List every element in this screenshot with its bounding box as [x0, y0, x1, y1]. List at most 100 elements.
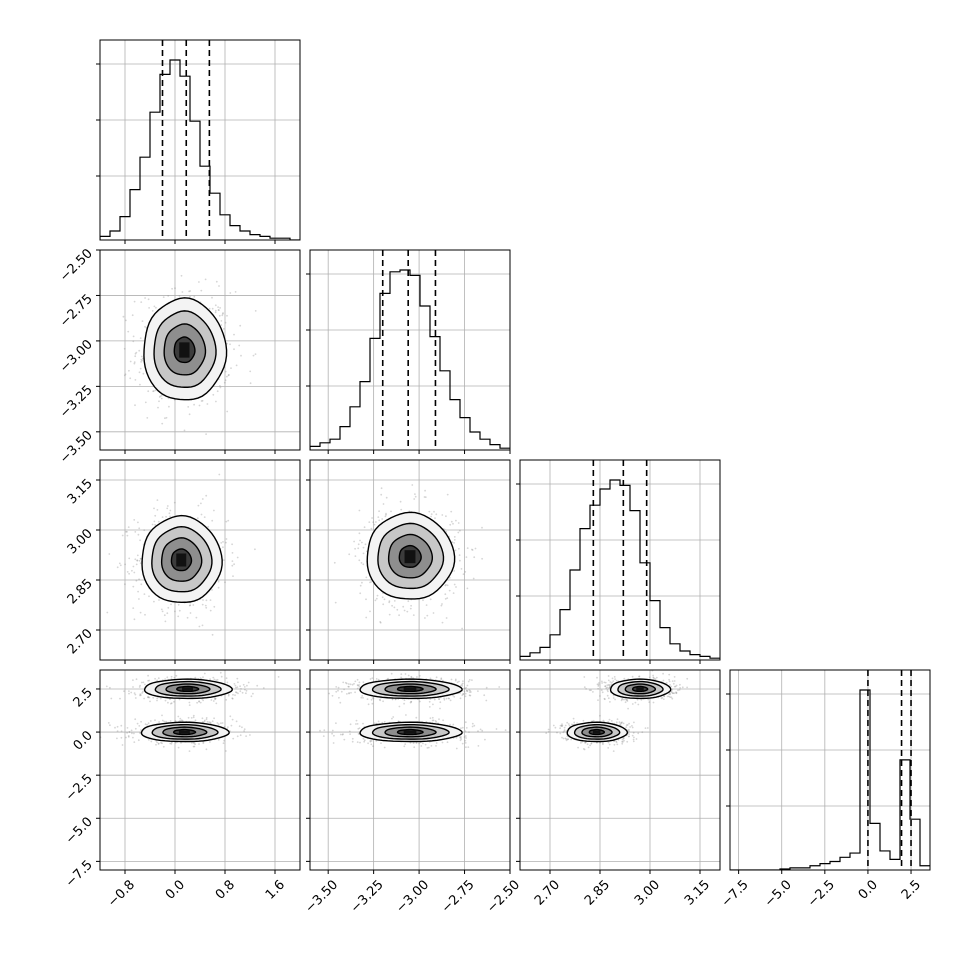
- sample-point: [224, 321, 227, 324]
- sample-point: [205, 718, 208, 721]
- sample-point: [230, 367, 232, 369]
- sample-point: [377, 720, 380, 723]
- sample-point: [671, 697, 674, 700]
- sample-point: [177, 603, 180, 606]
- sample-point: [371, 517, 373, 519]
- sample-point: [337, 689, 339, 692]
- sample-point: [167, 295, 170, 297]
- sample-point: [404, 673, 407, 675]
- sample-point: [453, 539, 456, 541]
- sample-point: [673, 685, 676, 688]
- tick-label: −3.00: [393, 877, 432, 916]
- sample-point: [178, 698, 181, 701]
- sample-point: [430, 513, 433, 515]
- sample-point: [477, 730, 479, 732]
- sample-point: [194, 743, 196, 746]
- sample-point: [222, 742, 225, 745]
- panel-frame: [309, 459, 511, 661]
- sample-point: [198, 743, 200, 745]
- sample-point: [443, 697, 445, 700]
- sample-point: [207, 525, 210, 528]
- sample-point: [262, 687, 265, 689]
- sample-point: [141, 692, 143, 694]
- tick-label: 2.85: [65, 576, 96, 607]
- sample-point: [254, 548, 256, 551]
- tick-label: −3.00: [57, 337, 96, 376]
- sample-point: [434, 517, 436, 520]
- sample-point: [227, 726, 229, 728]
- sample-point: [430, 745, 433, 747]
- sample-point: [226, 342, 228, 345]
- sample-point: [231, 697, 234, 700]
- sample-point: [356, 687, 359, 690]
- sample-point: [143, 593, 146, 595]
- sample-point: [377, 516, 380, 518]
- sample-point: [235, 691, 237, 694]
- sample-point: [447, 697, 450, 700]
- sample-point: [483, 694, 486, 697]
- sample-point: [157, 743, 160, 745]
- sample-point: [116, 725, 119, 728]
- sample-point: [152, 696, 155, 699]
- sample-point: [225, 541, 227, 544]
- sample-point: [123, 690, 125, 693]
- sample-point: [464, 739, 467, 742]
- sample-point: [203, 719, 206, 722]
- sample-point: [133, 361, 136, 363]
- sample-point: [449, 699, 452, 702]
- sample-point: [215, 280, 218, 283]
- sample-point: [249, 370, 252, 373]
- sample-point: [461, 682, 464, 685]
- sample-point: [227, 693, 230, 696]
- sample-point: [471, 549, 474, 551]
- sample-point: [373, 722, 376, 725]
- sample-point: [238, 725, 241, 728]
- sample-point: [362, 697, 364, 699]
- sample-point: [358, 532, 361, 535]
- sample-point: [461, 694, 464, 696]
- tick-label: −5.0: [63, 814, 96, 847]
- sample-point: [134, 531, 137, 533]
- sample-point: [250, 695, 253, 698]
- sample-point: [608, 684, 611, 687]
- sample-point: [121, 534, 124, 537]
- sample-point: [138, 578, 140, 581]
- sample-point: [400, 673, 403, 676]
- sample-point: [133, 618, 136, 621]
- sample-point: [166, 612, 169, 615]
- sample-point: [675, 684, 678, 687]
- sample-point: [137, 739, 140, 742]
- sample-point: [200, 502, 202, 505]
- sample-point: [133, 741, 136, 743]
- sample-point: [133, 362, 136, 365]
- sample-point: [132, 736, 134, 739]
- sample-point: [106, 611, 109, 614]
- sample-point: [146, 417, 149, 419]
- sample-point: [188, 704, 191, 706]
- sample-point: [133, 692, 136, 694]
- sample-point: [351, 737, 354, 740]
- sample-point: [344, 681, 347, 684]
- sample-point: [422, 742, 424, 745]
- sample-point: [156, 679, 158, 682]
- sample-point: [427, 746, 430, 749]
- sample-point: [220, 722, 222, 725]
- sample-point: [349, 683, 352, 686]
- sample-point: [173, 676, 176, 679]
- sample-point: [229, 343, 231, 346]
- sample-point: [370, 527, 373, 530]
- sample-point: [147, 696, 150, 699]
- sample-point: [343, 738, 346, 741]
- sample-point: [151, 310, 154, 312]
- sample-point: [155, 306, 157, 309]
- sample-point: [138, 686, 141, 688]
- sample-point: [365, 598, 367, 601]
- sample-point: [217, 309, 220, 311]
- sample-point: [356, 741, 359, 743]
- sample-point: [156, 699, 158, 702]
- sample-point: [464, 742, 467, 744]
- sample-point: [135, 563, 138, 566]
- sample-point: [388, 601, 391, 604]
- sample-point: [277, 676, 280, 678]
- sample-point: [114, 726, 116, 729]
